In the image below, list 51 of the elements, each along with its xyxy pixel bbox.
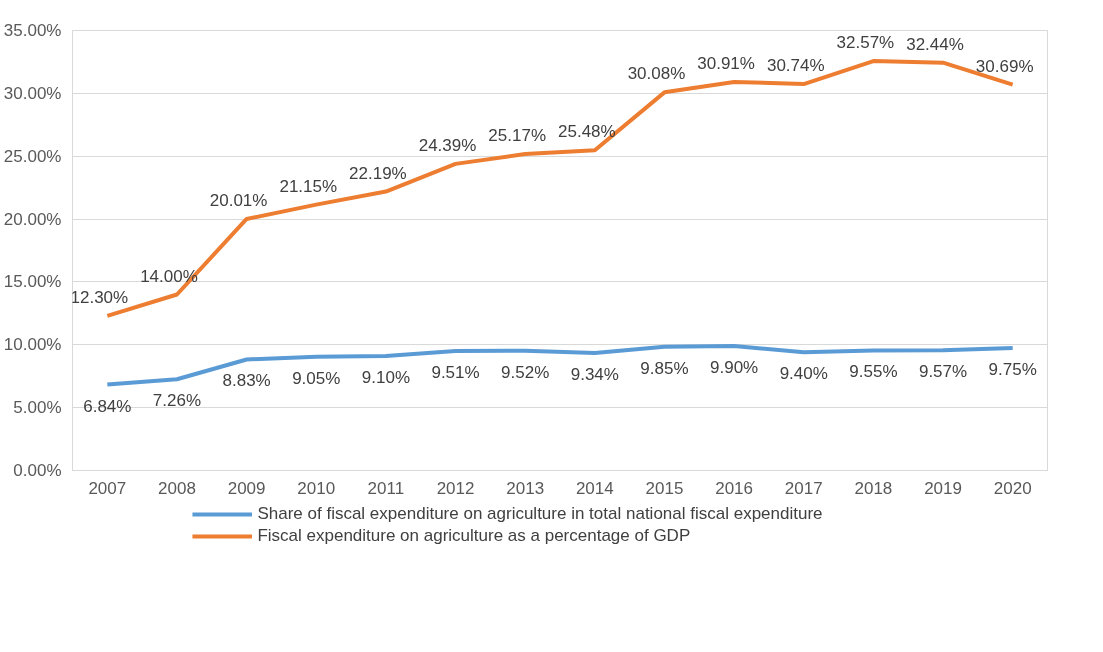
data-label: 30.08% <box>627 64 686 84</box>
x-tick-label: 2015 <box>645 478 684 498</box>
data-label: 20.01% <box>209 190 268 210</box>
y-tick-label: 0.00% <box>13 461 62 480</box>
legend-label: Share of fiscal expenditure on agriculture in total national fiscal expenditure <box>257 504 823 524</box>
data-label: 9.52% <box>501 362 550 382</box>
y-tick-label: 25.00% <box>3 146 62 166</box>
data-label: 6.84% <box>83 396 132 416</box>
data-label: 25.17% <box>488 126 547 146</box>
y-tick-label: 15.00% <box>3 272 62 292</box>
data-label: 9.57% <box>918 362 968 382</box>
x-tick-label: 2018 <box>854 478 893 498</box>
x-tick-label: 2007 <box>88 478 127 498</box>
data-label: 24.39% <box>418 135 477 155</box>
x-tick-label: 2020 <box>993 478 1032 498</box>
x-tick-label: 2008 <box>158 478 196 498</box>
data-label: 9.10% <box>361 368 410 388</box>
data-label: 9.05% <box>292 368 341 388</box>
data-label: 30.69% <box>975 56 1034 76</box>
x-tick-label: 2011 <box>367 478 405 498</box>
y-tick-label: 35.00% <box>3 21 62 40</box>
data-label: 9.75% <box>988 359 1037 379</box>
x-tick-label: 2013 <box>506 478 545 498</box>
y-tick-label: 5.00% <box>13 398 62 418</box>
data-label: 30.74% <box>766 56 825 76</box>
data-label: 9.40% <box>779 364 828 384</box>
data-label: 7.26% <box>152 391 202 411</box>
data-label: 30.91% <box>697 53 755 73</box>
y-tick-label: 20.00% <box>3 209 62 229</box>
x-tick-label: 2009 <box>227 478 266 498</box>
x-tick-label: 2017 <box>784 478 823 498</box>
data-label: 9.34% <box>570 365 619 385</box>
data-label: 9.85% <box>640 358 689 378</box>
x-tick-label: 2012 <box>436 478 475 498</box>
data-label: 12.30% <box>70 287 129 307</box>
data-label: 25.48% <box>557 122 616 142</box>
y-tick-label: 10.00% <box>3 335 62 355</box>
x-tick-label: 2019 <box>924 478 962 498</box>
data-label: 9.51% <box>431 362 480 382</box>
data-label: 32.44% <box>906 34 964 54</box>
data-label: 22.19% <box>349 163 407 183</box>
legend-label: Fiscal expenditure on agriculture as a percentage of GDP <box>257 526 691 546</box>
data-label: 9.90% <box>710 358 759 378</box>
y-tick-label: 30.00% <box>3 83 62 103</box>
data-label: 8.83% <box>222 371 271 391</box>
data-label: 21.15% <box>279 176 338 196</box>
x-tick-label: 2014 <box>575 478 614 498</box>
data-label: 32.57% <box>836 33 895 53</box>
x-tick-label: 2010 <box>297 478 336 498</box>
data-label: 9.55% <box>849 362 898 382</box>
x-tick-label: 2016 <box>715 478 754 498</box>
